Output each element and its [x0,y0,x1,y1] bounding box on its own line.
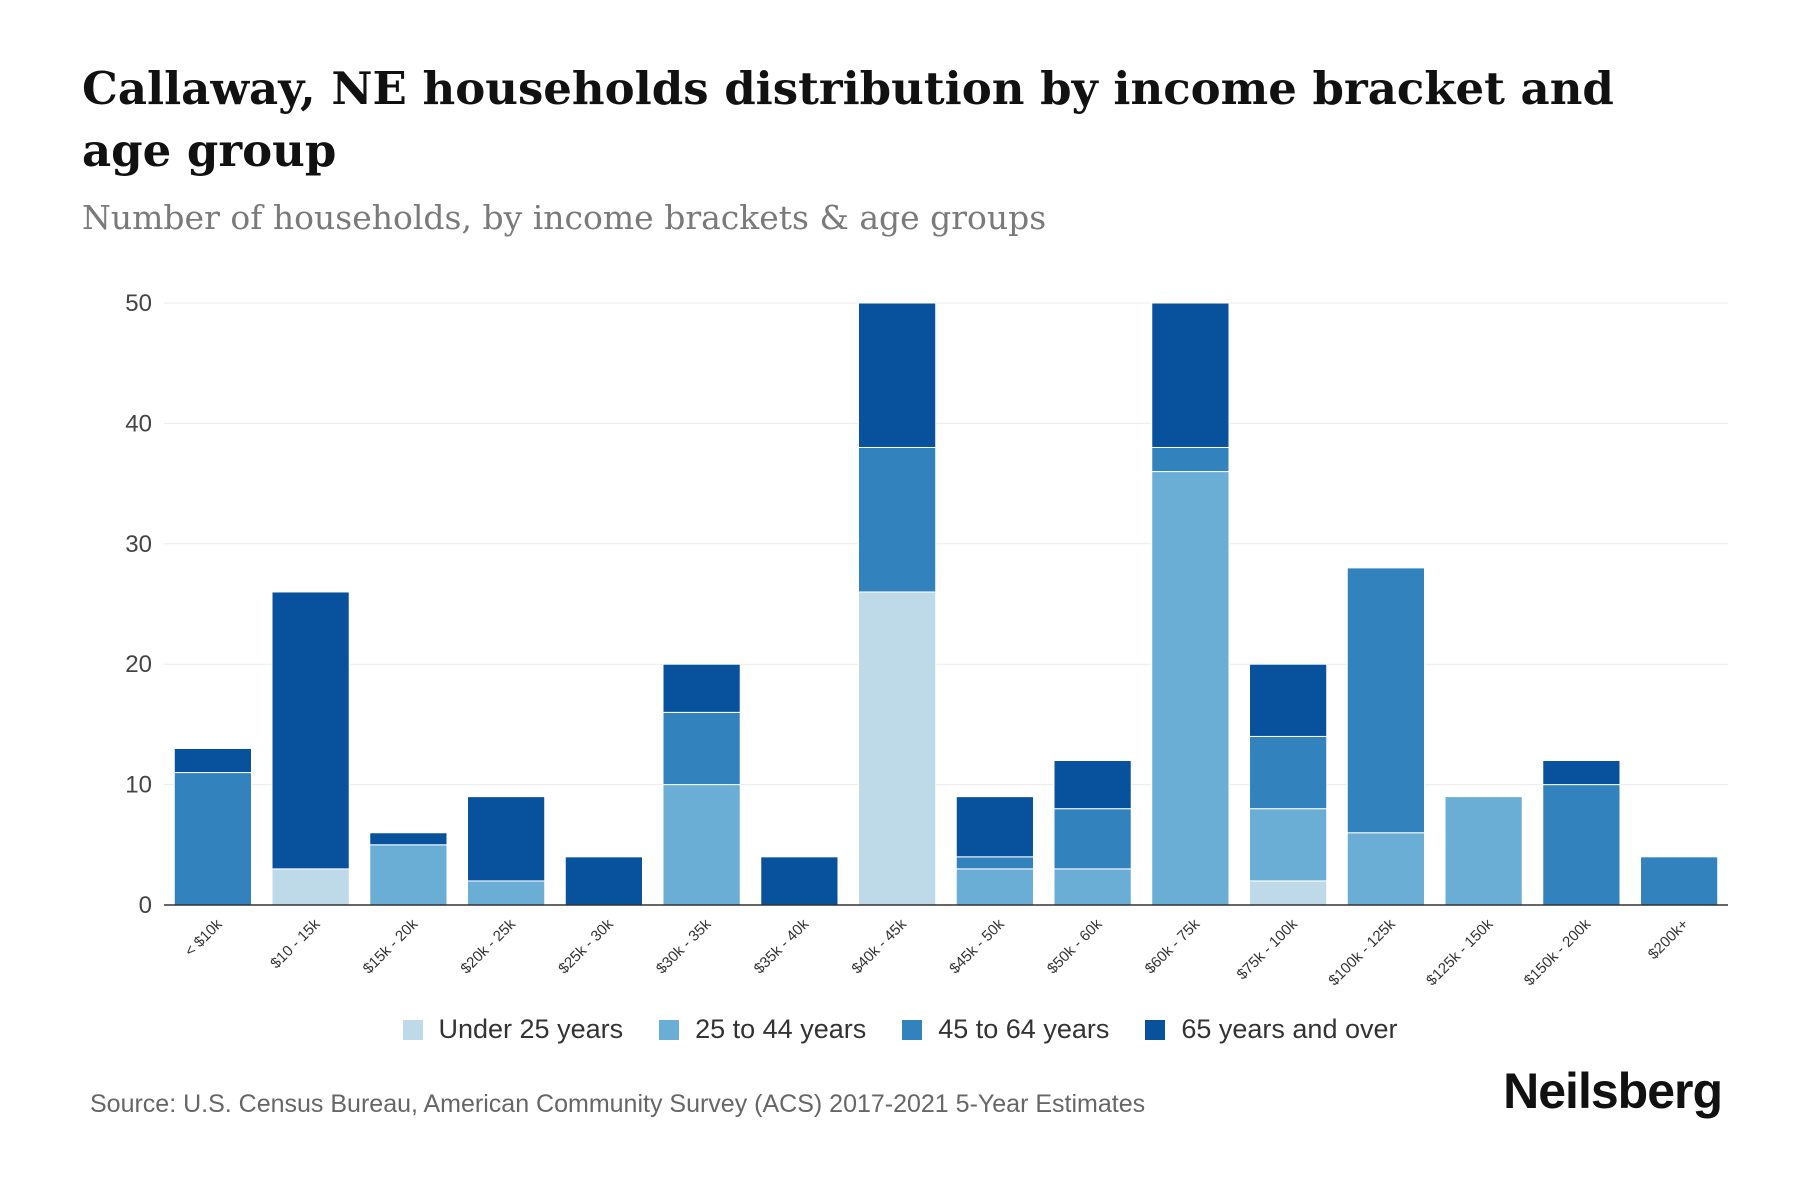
legend-swatch [1145,1019,1166,1040]
bar-segment [369,844,448,906]
x-tick-label: $35k - 40k [751,915,813,977]
bar-segment [1053,760,1132,810]
x-tick-label: $25k - 30k [555,915,617,977]
bar-segment [662,711,741,786]
x-tick-label: $100k - 125k [1325,915,1399,989]
x-tick-label: $40k - 45k [848,915,910,977]
legend-swatch [659,1019,680,1040]
bar-segment [1346,832,1425,906]
legend-swatch [402,1019,423,1040]
legend-item: 45 to 64 years [902,1014,1109,1045]
legend-item: 65 years and over [1145,1014,1398,1045]
legend-label: 25 to 44 years [695,1014,867,1044]
bar-segment [369,832,448,846]
x-tick-label: $10 - 15k [267,915,324,972]
bar-segment [271,591,350,870]
bar-segment [1249,663,1328,737]
x-tick-label: $125k - 150k [1423,915,1497,989]
y-tick-label: 0 [139,892,152,919]
bar-segment [858,446,937,593]
bar-segment [955,868,1034,906]
x-tick-label: $150k - 200k [1521,915,1595,989]
bar-segment [955,856,1034,870]
bar-segment [662,784,741,906]
legend-item: 25 to 44 years [659,1014,866,1045]
bar-segment [1151,446,1230,473]
x-tick-label: $60k - 75k [1142,915,1204,977]
y-tick-label: 30 [125,531,152,558]
x-tick-label: $200k+ [1645,916,1692,963]
y-tick-label: 10 [125,772,152,799]
x-tick-label: $20k - 25k [457,915,519,977]
x-tick-label: < $10k [182,915,227,960]
bars [173,302,1719,906]
gridlines [164,302,1728,786]
bar-segment [858,302,937,448]
legend-label: 45 to 64 years [938,1014,1110,1044]
stacked-bar-chart: 0 10 20 30 40 50 < $10k $10 - 15k $15k - 20k $20… [125,290,1728,989]
bar-segment [1542,784,1621,906]
brand-logo: Neilsberg [1503,1063,1723,1119]
y-tick-label: 20 [125,651,152,678]
x-tick-label: $15k - 20k [360,915,422,977]
bar-segment [858,591,937,906]
bar-segment [1249,735,1328,810]
x-tick-label: $45k - 50k [946,915,1008,977]
bar-segment [173,772,252,906]
bar-segment [1444,796,1523,906]
x-tick-label: $30k - 35k [653,915,715,977]
bar-segment [760,856,839,906]
bar-segment [1542,760,1621,786]
x-tick-label: $75k - 100k [1234,915,1302,983]
bar-segment [1640,856,1719,906]
x-axis: < $10k $10 - 15k $15k - 20k $20k - 25k $25k … [182,915,1693,989]
bar-segment [662,663,741,713]
legend-label: Under 25 years [438,1014,624,1044]
bar-segment [1249,808,1328,882]
bar-segment [467,880,546,906]
x-tick-label: $50k - 60k [1044,915,1106,977]
legend-item: Under 25 years [402,1014,624,1045]
bar-segment [173,747,252,774]
legend-label: 65 years and over [1181,1014,1398,1044]
chart-subtitle: Number of households, by income brackets… [82,198,1047,237]
bar-segment [1346,567,1425,834]
bar-segment [1151,302,1230,448]
y-tick-label: 50 [125,290,152,317]
bar-segment [564,856,643,906]
bar-segment [1151,471,1230,906]
y-axis: 0 10 20 30 40 50 [125,290,152,919]
bar-segment [1249,880,1328,906]
legend: Under 25 years 25 to 44 years 45 to 64 yea… [0,1014,1800,1045]
bar-segment [1053,808,1132,870]
bar-segment [1053,868,1132,906]
bar-segment [467,796,546,882]
bar-segment [271,868,350,906]
chart-title: Callaway, NE households distribution by … [82,62,1614,177]
legend-swatch [902,1019,923,1040]
bar-segment [955,796,1034,858]
source-note: Source: U.S. Census Bureau, American Com… [90,1090,1146,1118]
y-tick-label: 40 [125,410,152,437]
